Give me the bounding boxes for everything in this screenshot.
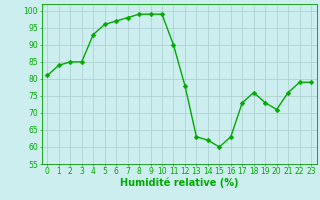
X-axis label: Humidité relative (%): Humidité relative (%) — [120, 178, 238, 188]
